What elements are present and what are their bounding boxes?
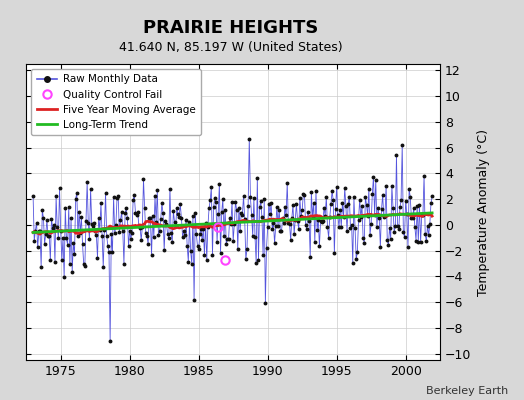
Legend: Raw Monthly Data, Quality Control Fail, Five Year Moving Average, Long-Term Tren: Raw Monthly Data, Quality Control Fail, … <box>31 69 201 135</box>
Text: Berkeley Earth: Berkeley Earth <box>426 386 508 396</box>
Text: 41.640 N, 85.197 W (United States): 41.640 N, 85.197 W (United States) <box>119 42 342 54</box>
Y-axis label: Temperature Anomaly (°C): Temperature Anomaly (°C) <box>477 128 490 296</box>
Text: PRAIRIE HEIGHTS: PRAIRIE HEIGHTS <box>143 19 318 37</box>
